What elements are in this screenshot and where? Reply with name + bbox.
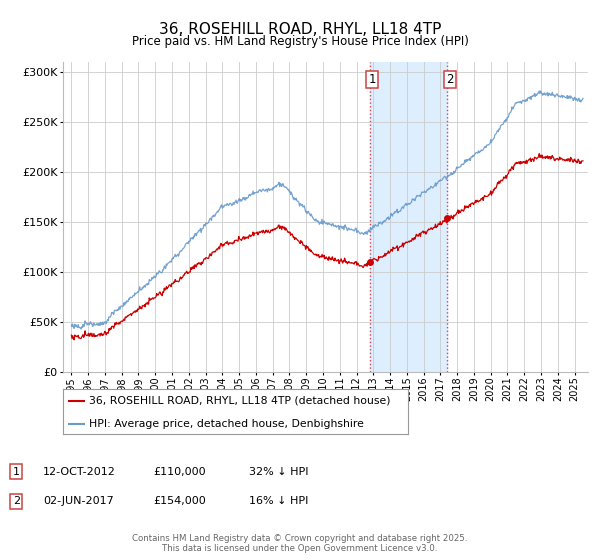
Text: Contains HM Land Registry data © Crown copyright and database right 2025.
This d: Contains HM Land Registry data © Crown c… bbox=[132, 534, 468, 553]
Bar bbox=[370, 62, 448, 372]
Text: 2: 2 bbox=[13, 496, 20, 506]
Text: 1: 1 bbox=[368, 73, 376, 86]
Text: Price paid vs. HM Land Registry's House Price Index (HPI): Price paid vs. HM Land Registry's House … bbox=[131, 35, 469, 48]
Text: £154,000: £154,000 bbox=[153, 496, 206, 506]
Text: 36, ROSEHILL ROAD, RHYL, LL18 4TP (detached house): 36, ROSEHILL ROAD, RHYL, LL18 4TP (detac… bbox=[89, 396, 391, 406]
Text: 1: 1 bbox=[13, 466, 20, 477]
Text: 2: 2 bbox=[446, 73, 454, 86]
Text: 36, ROSEHILL ROAD, RHYL, LL18 4TP: 36, ROSEHILL ROAD, RHYL, LL18 4TP bbox=[159, 22, 441, 38]
Text: 12-OCT-2012: 12-OCT-2012 bbox=[43, 466, 116, 477]
Text: 32% ↓ HPI: 32% ↓ HPI bbox=[249, 466, 308, 477]
Text: £110,000: £110,000 bbox=[153, 466, 206, 477]
Text: HPI: Average price, detached house, Denbighshire: HPI: Average price, detached house, Denb… bbox=[89, 419, 364, 429]
Text: 16% ↓ HPI: 16% ↓ HPI bbox=[249, 496, 308, 506]
Text: 02-JUN-2017: 02-JUN-2017 bbox=[43, 496, 114, 506]
